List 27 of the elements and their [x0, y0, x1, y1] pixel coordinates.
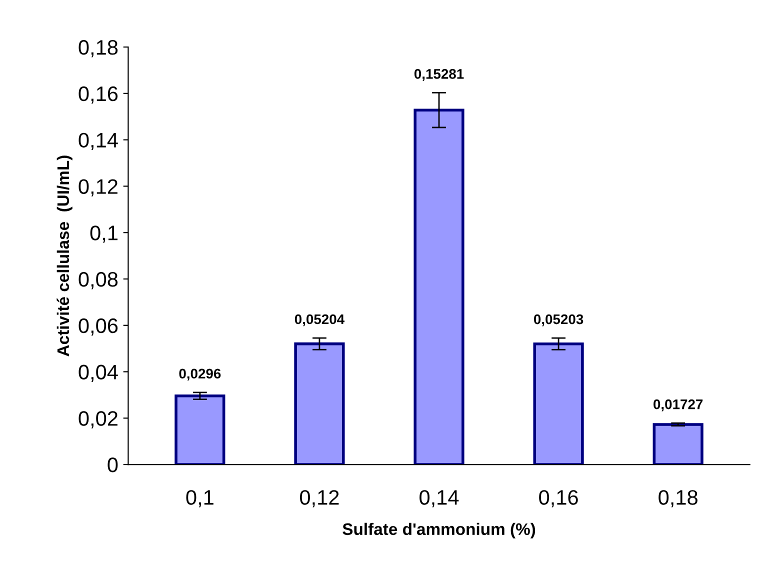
x-tick-label: 0,1	[186, 490, 214, 508]
y-tick-label: 0,1	[90, 226, 118, 243]
x-tick-label: 0,12	[300, 490, 339, 508]
y-axis-title: Activité cellulase (UI/mL)	[56, 156, 72, 356]
y-tick-label: 0	[108, 458, 118, 472]
data-label: 0,0296	[179, 368, 221, 381]
data-label: 0,05204	[294, 314, 344, 326]
bar	[294, 342, 345, 465]
data-label: 0,01727	[654, 399, 703, 412]
data-label: 0,15281	[414, 69, 464, 81]
x-tick-label: 0,18	[658, 490, 698, 508]
y-tick-label: 0,08	[78, 272, 118, 290]
bar	[174, 394, 226, 465]
bar	[652, 423, 704, 465]
x-axis-title: Sulfate d'ammonium (%)	[342, 522, 536, 538]
bar	[414, 108, 464, 465]
y-tick-label: 0,06	[78, 318, 118, 336]
y-tick-label: 0,14	[78, 132, 118, 150]
y-tick-label: 0,02	[78, 411, 118, 428]
x-tick-label: 0,14	[420, 490, 459, 508]
y-tick-label: 0,12	[78, 179, 118, 196]
y-tick-label: 0,04	[78, 364, 118, 382]
bar	[533, 342, 584, 465]
data-label: 0,05203	[534, 314, 584, 326]
y-tick-label: 0,16	[78, 86, 118, 104]
y-tick-label: 0,18	[78, 40, 118, 58]
x-tick-label: 0,16	[539, 490, 578, 508]
